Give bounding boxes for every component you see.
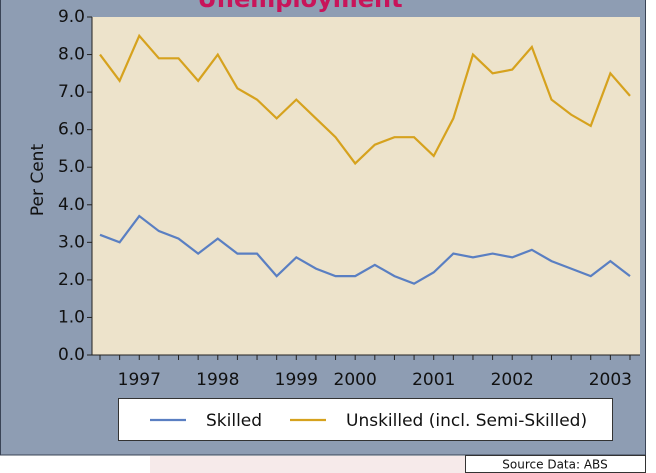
x-tick-label: 2003 xyxy=(589,370,632,390)
x-tick-label: 2001 xyxy=(412,370,455,390)
footer-strip xyxy=(150,456,465,473)
plot-area xyxy=(92,17,640,355)
legend-label: Unskilled (incl. Semi-Skilled) xyxy=(346,411,587,431)
y-tick-label: 4.0 xyxy=(58,195,85,215)
y-axis-label: Per Cent xyxy=(28,144,48,217)
series-line xyxy=(99,33,631,166)
legend-label: Skilled xyxy=(206,411,262,431)
chart-title: Unemployment xyxy=(197,0,402,13)
y-tick-label: 7.0 xyxy=(58,82,85,102)
y-tick-label: 9.0 xyxy=(58,7,85,27)
y-tick-label: 6.0 xyxy=(58,120,85,140)
y-tick-label: 2.0 xyxy=(58,270,85,290)
y-tick-label: 8.0 xyxy=(58,45,85,65)
x-tick-label: 2000 xyxy=(334,370,377,390)
x-tick-label: 1998 xyxy=(196,370,239,390)
source: Source Data: ABS xyxy=(502,458,607,472)
x-tick-label: 1997 xyxy=(118,370,161,390)
x-tick-label: 2002 xyxy=(491,370,534,390)
y-tick-label: 1.0 xyxy=(58,307,85,327)
y-tick-label: 3.0 xyxy=(58,232,85,252)
y-tick-label: 5.0 xyxy=(58,157,85,177)
y-tick-label: 0.0 xyxy=(58,345,85,365)
legend xyxy=(118,398,613,441)
x-tick-label: 1999 xyxy=(275,370,318,390)
series-line xyxy=(99,214,631,285)
